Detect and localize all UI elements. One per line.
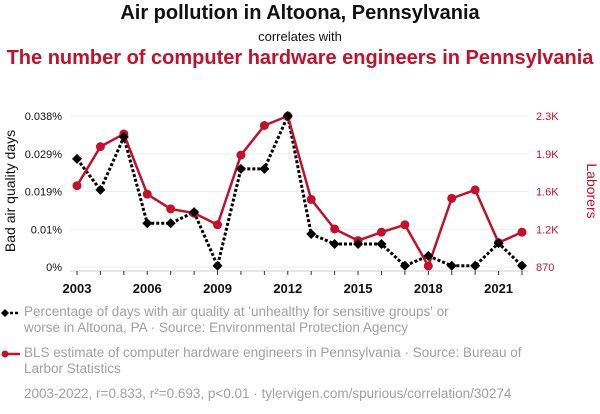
data-point-series1 (306, 229, 317, 240)
data-point-series2 (95, 142, 105, 152)
data-point-series2 (330, 224, 340, 234)
data-point-series2 (470, 185, 480, 195)
y-tick-label-left: 0.01% (31, 224, 62, 236)
y-tick-label-right: 1.2K (536, 224, 559, 236)
data-point-series1 (423, 250, 434, 261)
data-point-series2 (376, 227, 386, 237)
data-point-series1 (517, 260, 527, 271)
y-tick-label-right: 1.9K (536, 149, 559, 161)
data-point-series2 (72, 181, 82, 191)
data-point-series1 (282, 111, 293, 121)
data-point-series2 (236, 150, 246, 160)
x-tick-label: 2018 (414, 281, 443, 296)
chart-title: Air pollution in Altoona, Pennsylvania (120, 2, 480, 24)
data-point-series2 (400, 220, 410, 230)
y-tick-label-right: 870 (536, 262, 554, 274)
data-point-series1 (165, 218, 176, 229)
data-point-series1 (399, 260, 410, 271)
data-point-series1 (212, 260, 223, 271)
data-point-series1 (329, 238, 340, 249)
legend-icon-series2 (1, 350, 20, 358)
series-line-2 (75, 114, 523, 268)
y-tick-label-left: 0.019% (25, 187, 63, 199)
legend-series1: Percentage of days with air quality at '… (24, 304, 449, 335)
gridlines (70, 115, 528, 268)
connector-text: correlates with (258, 29, 342, 44)
data-point-series1 (470, 260, 481, 271)
data-point-series1 (446, 260, 457, 271)
data-point-series2 (517, 227, 527, 237)
legend-icon-series1 (1, 309, 20, 317)
data-point-series1 (353, 238, 364, 249)
series-markers (72, 111, 527, 271)
data-point-series1 (376, 238, 387, 249)
x-tick-label: 2009 (203, 281, 232, 296)
x-tick-label: 2015 (344, 281, 373, 296)
data-point-series1 (189, 207, 200, 218)
data-point-series2 (306, 194, 316, 204)
data-point-series1 (72, 153, 82, 164)
data-point-series2 (166, 204, 176, 214)
data-point-series1 (142, 218, 153, 229)
data-point-series1 (95, 184, 106, 195)
legend-series2: BLS estimate of computer hardware engine… (24, 345, 522, 376)
x-tick-label: 2003 (63, 281, 92, 296)
data-point-series2 (142, 189, 152, 199)
data-point-series2 (423, 261, 433, 271)
y-tick-label-right: 2.3K (536, 111, 559, 123)
data-point-series1 (493, 238, 504, 249)
data-point-series2 (213, 220, 223, 230)
data-point-series2 (447, 193, 457, 203)
data-point-series1 (118, 132, 129, 143)
data-point-series1 (259, 163, 270, 174)
chart-subtitle: The number of computer hardware engineer… (6, 47, 594, 69)
data-point-series2 (259, 121, 269, 131)
series-lines (75, 114, 524, 268)
axes: 0% 0.01% 0.019% 0.029% 0.038% 870 1.2K 1.6K 1.9K… (25, 111, 560, 296)
y-tick-label-right: 1.6K (536, 187, 559, 199)
x-tick-label: 2012 (273, 281, 302, 296)
x-tick-label: 2021 (484, 281, 513, 296)
y-tick-label-left: 0.038% (25, 111, 63, 123)
y-axis-label-left: Bad air quality days (2, 130, 18, 252)
series-line-1 (75, 114, 524, 268)
x-tick-label: 2006 (133, 281, 162, 296)
y-axis-label-right: Laborers (584, 163, 600, 218)
data-point-series1 (235, 163, 246, 174)
y-tick-label-left: 0.029% (25, 149, 63, 161)
footer-stats: 2003-2022, r=0.833, r²=0.693, p<0.01 · t… (24, 386, 512, 401)
y-tick-label-left: 0% (46, 262, 62, 274)
